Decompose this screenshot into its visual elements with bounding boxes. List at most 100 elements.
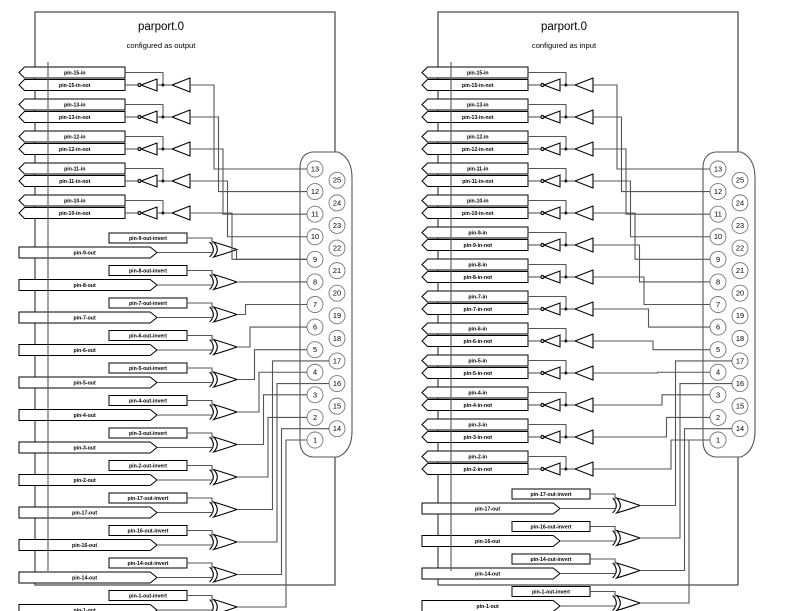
output-panel-out-row-11-xor-arc: [209, 599, 214, 611]
input-panel-route-to-pin-2: [593, 416, 710, 438]
input-panel-in-row-9-inverter: [542, 366, 561, 380]
input-panel-in-row-8-buffer: [573, 333, 594, 349]
input-panel-connector-pin-22-label: 22: [736, 243, 744, 252]
output-panel-in-row-0-not-label: pin-15-in-not: [59, 83, 91, 89]
output-panel-in-row-0-inverter: [139, 78, 158, 92]
output-panel-connector-pin-15[interactable]: [328, 397, 346, 415]
output-panel-out-row-8-invert-label: pin-17-out-invert: [128, 496, 169, 502]
input-panel-in-row-8-inverter: [542, 334, 561, 348]
input-panel-out-row-3-invert-label: pin-1-out-invert: [532, 589, 570, 595]
input-panel-connector-pin-25[interactable]: [731, 171, 749, 189]
output-panel-out-row-9-w-pin: [157, 544, 213, 547]
output-panel-out-row-4-invert-label: pin-5-out-invert: [129, 366, 167, 372]
input-panel-connector-pin-7-label: 7: [716, 300, 720, 309]
input-panel-in-row-1-pin-label: pin-13-in: [467, 102, 489, 108]
output-panel-out-row-11-w-pin: [157, 609, 213, 611]
output-panel-connector-pin-24[interactable]: [328, 194, 346, 212]
input-panel-out-row-2-w-pin: [560, 572, 616, 575]
input-panel-in-row-5-w-top: [528, 231, 567, 245]
input-panel-out-row-1-w-inv: [590, 525, 616, 534]
input-panel-connector-pin-2-label: 2: [716, 413, 720, 422]
output-panel-in-row-3-inverter: [139, 174, 158, 188]
output-panel-out-row-4: pin-5-out-invert pin-5-out: [18, 362, 239, 389]
input-panel-connector-pin-23[interactable]: [731, 217, 749, 234]
input-panel-in-row-7-buffer: [573, 301, 594, 317]
input-panel-in-row-7-w-top: [528, 295, 567, 309]
output-panel-in-row-4-w-top: [125, 199, 164, 213]
output-panel-connector-pin-19[interactable]: [328, 307, 346, 325]
output-panel-out-row-5-w-pin: [157, 414, 213, 417]
output-panel-out-row-1-w-pin: [157, 284, 213, 287]
input-panel-in-row-0-not-shape: [421, 79, 529, 91]
input-panel-route-to-pin-13: [593, 84, 710, 170]
input-panel-in-row-9-buffer: [573, 365, 594, 381]
input-panel-route-to-pin-5: [593, 340, 710, 351]
output-panel-out-row-6-xor: [211, 435, 239, 454]
input-panel-out-row-3-xor-arc: [612, 595, 617, 611]
input-panel-in-row-12-pin-label: pin-2-in: [468, 454, 487, 460]
input-panel-subtitle: configured as input: [532, 41, 597, 50]
output-panel-in-row-1-not-shape: [18, 111, 126, 123]
input-panel-out-row-0-pin-label: pin-17-out: [475, 506, 500, 512]
output-panel-connector-pin-19-label: 19: [333, 311, 341, 320]
output-panel-route-to-pin-12: [190, 116, 307, 193]
output-panel-connector-pin-25[interactable]: [328, 171, 346, 189]
input-panel-connector-pin-22[interactable]: [731, 239, 749, 257]
input-panel-in-row-8-not-shape: [421, 335, 529, 347]
output-panel-out-row-8-w-pin: [157, 511, 213, 514]
input-panel-in-row-11-not-shape: [421, 431, 529, 443]
output-panel-out-row-6: pin-3-out-invert pin-3-out: [18, 427, 239, 454]
output-panel-in-row-3-buffer: [170, 173, 191, 189]
output-panel-in-row-0-pin-shape: [18, 66, 126, 79]
output-panel-connector-pin-18-label: 18: [333, 334, 341, 343]
output-panel-out-row-3-xor: [211, 338, 239, 356]
input-panel-in-row-5-pin-shape: [421, 226, 529, 239]
output-panel-connector-pin-22-label: 22: [333, 243, 341, 252]
input-panel-connector-pin-15[interactable]: [731, 397, 749, 415]
input-panel-connector-pin-24[interactable]: [731, 194, 749, 212]
output-panel-out-row-7-invert-label: pin-2-out-invert: [129, 463, 167, 469]
input-panel-in-row-2-not-label: pin-12-in-not: [462, 147, 494, 153]
output-panel-in-row-3-pin-label: pin-11-in: [64, 166, 85, 172]
output-panel-in-row-4-not-shape: [18, 207, 126, 219]
input-panel-connector-pin-20[interactable]: [731, 284, 749, 302]
output-panel-route-to-pin-17: [237, 360, 329, 511]
input-panel-in-row-4-not-label: pin-10-in-not: [462, 211, 494, 217]
output-panel-in-row-3-not-label: pin-11-in-not: [59, 179, 90, 185]
output-panel-out-row-6-pin-shape: [18, 441, 158, 454]
input-panel-route-to-pin-10: [593, 180, 710, 238]
output-panel-in-row-2: pin-12-in pin-12-in-not: [18, 130, 191, 157]
output-panel-out-row-10-w-inv: [187, 562, 213, 570]
input-panel-in-row-11-not-label: pin-3-in-not: [463, 435, 492, 441]
input-panel-connector-pin-19[interactable]: [731, 307, 749, 325]
output-panel-out-row-0-pin-label: pin-9-out: [73, 250, 95, 256]
output-panel-in-row-3-not-shape: [18, 175, 126, 187]
input-panel-out-row-2: pin-14-out-invert pin-14-out: [421, 553, 642, 580]
input-panel-out-row-2-invert-label: pin-14-out-invert: [531, 557, 572, 563]
output-panel-out-row-1-xor: [211, 273, 239, 291]
output-panel-connector-pin-6-label: 6: [313, 323, 317, 332]
output-panel-route-to-pin-13: [190, 84, 307, 170]
output-panel-connector-pin-18[interactable]: [328, 329, 346, 347]
input-panel-connector-pin-18[interactable]: [731, 329, 749, 347]
output-panel-connector-pin-23[interactable]: [328, 217, 346, 234]
input-panel-in-row-0-inverter: [542, 78, 561, 92]
output-panel-in-row-1-pin-label: pin-13-in: [64, 102, 86, 108]
input-panel-route-to-pin-8: [593, 244, 710, 283]
output-panel-route-to-pin-6: [237, 326, 307, 348]
output-panel-connector-pin-2-label: 2: [313, 413, 317, 422]
input-panel-in-row-10-not-shape: [421, 399, 529, 411]
output-panel-in-row-0-w-top: [125, 71, 164, 85]
output-panel-out-row-1: pin-8-out-invert pin-8-out: [18, 265, 239, 291]
input-panel-in-row-4-pin-shape: [421, 194, 529, 207]
input-panel-in-row-5-pin-label: pin-9-in: [468, 230, 487, 236]
output-panel-connector-pin-22[interactable]: [328, 239, 346, 257]
output-panel-connector-pin-20[interactable]: [328, 284, 346, 302]
input-panel-in-row-10-w-top: [528, 391, 567, 405]
output-panel-connector-pin-21[interactable]: [328, 262, 346, 280]
input-panel-connector-pin-21[interactable]: [731, 262, 749, 280]
input-panel-connector-pin-12-label: 12: [714, 187, 722, 196]
output-panel-out-row-11-pin-label: pin-1-out: [73, 608, 95, 611]
output-panel-out-row-5: pin-4-out-invert pin-4-out: [18, 395, 239, 421]
input-panel-connector-pin-6-label: 6: [716, 323, 720, 332]
